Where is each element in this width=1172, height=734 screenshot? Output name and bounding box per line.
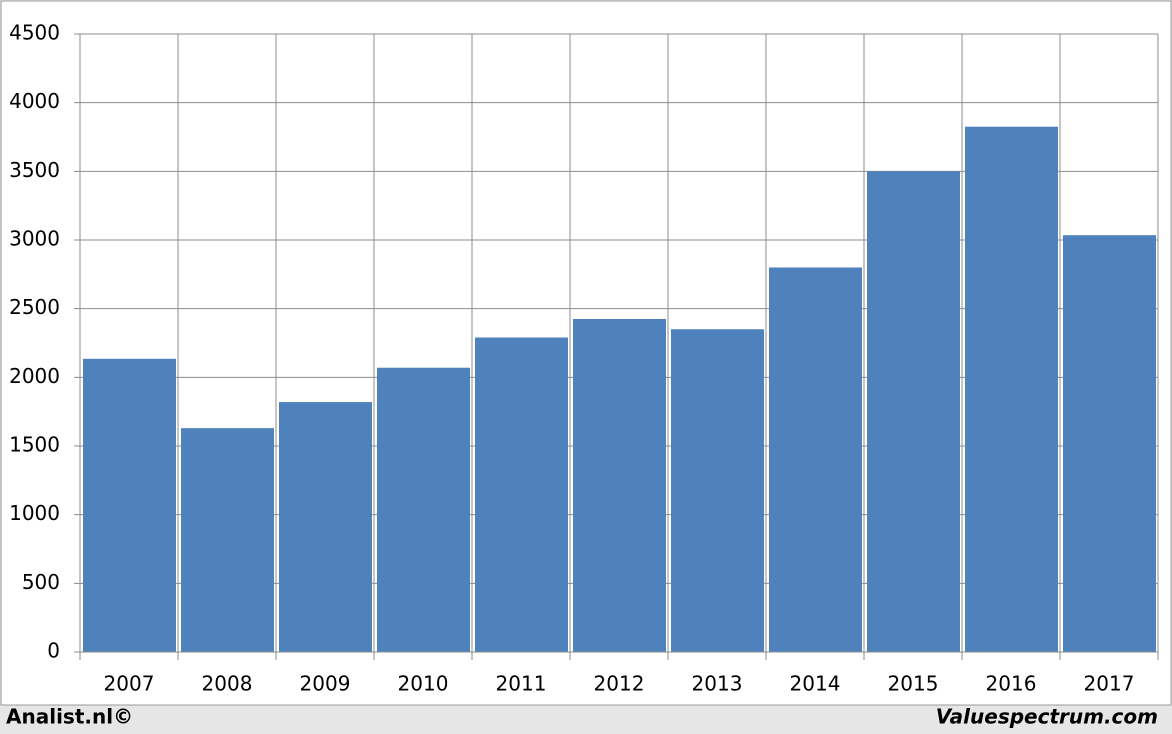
bar <box>965 126 1058 652</box>
x-tick-label: 2009 <box>300 672 351 696</box>
y-tick-label: 0 <box>47 639 60 663</box>
x-tick-label: 2011 <box>496 672 547 696</box>
footer-right: Valuespectrum.com <box>936 705 1158 729</box>
bar <box>475 337 568 652</box>
y-tick-label: 500 <box>22 570 60 594</box>
x-tick-label: 2014 <box>790 672 841 696</box>
bar <box>769 267 862 652</box>
bar <box>181 428 274 652</box>
y-tick-label: 3500 <box>9 158 60 182</box>
x-tick-label: 2007 <box>104 672 155 696</box>
y-tick-label: 2500 <box>9 295 60 319</box>
bar <box>377 367 470 652</box>
y-tick-label: 1500 <box>9 433 60 457</box>
bar <box>279 402 372 652</box>
y-tick-label: 3000 <box>9 227 60 251</box>
x-tick-label: 2015 <box>888 672 939 696</box>
y-tick-label: 1000 <box>9 501 60 525</box>
bar <box>83 358 176 652</box>
bar <box>573 318 666 652</box>
bar <box>671 329 764 652</box>
x-tick-label: 2008 <box>202 672 253 696</box>
bar <box>1063 235 1156 652</box>
y-tick-label: 4500 <box>9 21 60 45</box>
y-tick-label: 2000 <box>9 364 60 388</box>
x-tick-label: 2013 <box>692 672 743 696</box>
x-tick-label: 2017 <box>1084 672 1135 696</box>
bar <box>867 171 960 653</box>
footer-left: Analist.nl© <box>6 705 133 729</box>
x-tick-label: 2016 <box>986 672 1037 696</box>
x-tick-label: 2010 <box>398 672 449 696</box>
x-tick-label: 2012 <box>594 672 645 696</box>
y-tick-label: 4000 <box>9 89 60 113</box>
